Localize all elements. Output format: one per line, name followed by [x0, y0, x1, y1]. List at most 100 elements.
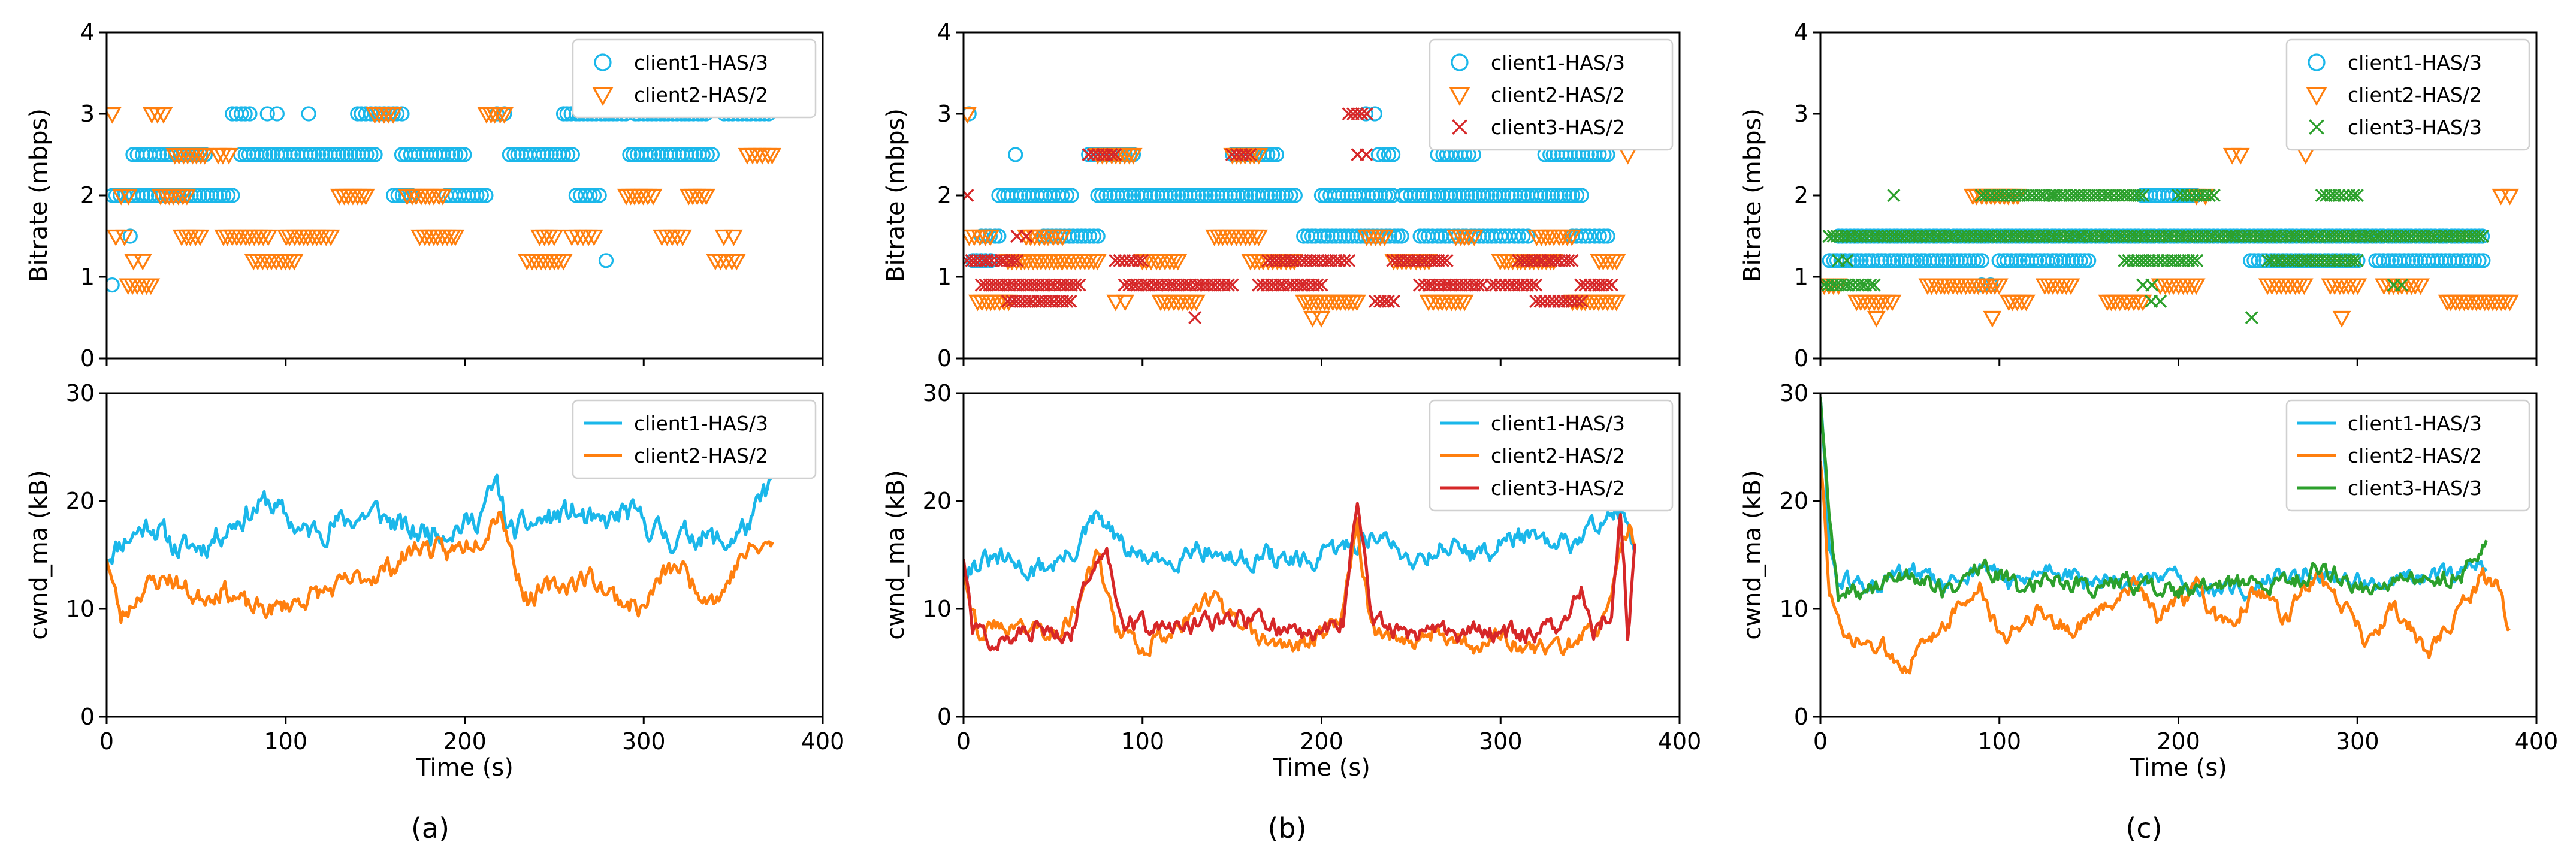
scatter-point [1867, 278, 1881, 292]
scatter-point [1064, 294, 1077, 308]
legend-label: client1-HAS/3 [2348, 412, 2482, 435]
x-tick-label: 400 [2515, 728, 2559, 755]
legend-item: client1-HAS/3 [1451, 51, 1625, 74]
scatter-point [356, 188, 375, 206]
scatter-point [564, 147, 580, 162]
scatter-point [1460, 188, 1475, 203]
scatter-point [1368, 294, 1382, 308]
scatter-point [2163, 228, 2178, 244]
y-tick-label: 20 [66, 488, 95, 514]
scatter-point [1882, 253, 1898, 268]
series-client1-HAS/3 [964, 507, 1636, 582]
scatter-point [1239, 147, 1252, 162]
y-axis-label: Bitrate (mbps) [25, 108, 53, 282]
scatter-point [321, 229, 340, 246]
scatter-point [1565, 294, 1579, 308]
scatter-point [1376, 147, 1392, 162]
scatter-point [1430, 228, 1445, 244]
chart-panels: 0 1 2 3 4 Bitrate (mbps) client1-HAS/3 client2-… [25, 19, 2558, 781]
scatter-point [2132, 188, 2146, 203]
scatter-point [1464, 229, 1484, 246]
scatter-point [724, 229, 743, 246]
scatter-point [2471, 253, 2487, 268]
series-line [107, 473, 774, 565]
legend-box [1429, 399, 1674, 512]
x-tick-label: 0 [956, 728, 971, 755]
legend-label: client1-HAS/3 [1491, 51, 1625, 74]
y-tick-label: 4 [80, 19, 95, 46]
scatter-point [2111, 228, 2127, 244]
scatter-point [2466, 253, 2482, 268]
scatter-point [964, 188, 974, 203]
scatter-point [1822, 253, 1837, 268]
scatter-point [2500, 188, 2520, 206]
scatter-point [2332, 310, 2351, 328]
scatter-point [1949, 253, 1965, 268]
scatter-point [2350, 188, 2364, 203]
scatter-point [699, 147, 715, 162]
scatter-point [259, 106, 275, 122]
plot-area [107, 473, 774, 624]
legend-label: client2-HAS/2 [1491, 83, 1625, 107]
scatter-point [2045, 253, 2061, 268]
y-tick-label: 30 [66, 380, 95, 406]
scatter-point [1867, 310, 1886, 328]
series-client3-HAS/2 [964, 107, 1618, 325]
scatter-point [2395, 278, 2409, 292]
scatter-point [192, 188, 207, 203]
legend-label: client2-HAS/2 [2348, 444, 2482, 467]
chart-a-top: 0 1 2 3 4 Bitrate (mbps) client1-HAS/3 client2-… [25, 19, 824, 372]
scatter-point [242, 106, 258, 122]
scatter-point [2187, 278, 2206, 295]
scatter-point [2492, 188, 2511, 206]
scatter-point [327, 147, 343, 162]
legend-item: client3-HAS/3 [2297, 476, 2482, 500]
scatter-point [1269, 147, 1285, 162]
y-tick-label: 20 [1780, 488, 1808, 514]
scatter-point [1010, 254, 1024, 267]
y-axis-label: cwnd_ma (kB) [25, 470, 53, 639]
scatter-point [2411, 278, 2430, 295]
scatter-point [1562, 229, 1581, 246]
series-client1-HAS/3 [107, 473, 774, 565]
scatter-point [1840, 254, 1854, 267]
scatter-point [1202, 188, 1218, 203]
legend-item: client1-HAS/3 [584, 412, 768, 435]
scatter-point [1480, 188, 1496, 203]
scatter-point [303, 147, 318, 162]
scatter-point [1348, 294, 1366, 312]
scatter-point [1342, 254, 1356, 267]
scatter-point [1591, 228, 1607, 244]
scatter-point [234, 106, 249, 122]
legend-label: client1-HAS/3 [634, 51, 768, 74]
scatter-point [1225, 278, 1239, 292]
legend-label: client1-HAS/3 [634, 412, 768, 435]
scatter-point [151, 147, 167, 162]
legend-item: client1-HAS/3 [594, 51, 768, 74]
scatter-point [2154, 294, 2167, 308]
scatter-point [1264, 147, 1281, 162]
scatter-point [269, 106, 285, 122]
scatter-point [1008, 188, 1025, 203]
scatter-point [1525, 278, 1539, 292]
scatter-point [543, 147, 559, 162]
scatter-point [506, 147, 522, 162]
y-tick-label: 0 [937, 345, 952, 372]
scatter-point [124, 254, 143, 271]
series-client3-HAS/3 [1820, 396, 2488, 602]
scatter-point [1249, 147, 1269, 165]
y-tick-label: 10 [66, 596, 95, 622]
legend-item: client3-HAS/2 [1440, 476, 1625, 500]
scatter-point [1511, 228, 1526, 244]
scatter-point [2325, 253, 2341, 268]
scatter-point [2400, 253, 2417, 268]
scatter-point [1574, 188, 1589, 203]
scatter-point [1303, 310, 1322, 328]
scatter-point [452, 147, 468, 162]
series-line [964, 517, 1636, 657]
scatter-point [2231, 147, 2250, 165]
scatter-point [354, 106, 369, 122]
scatter-point [2300, 228, 2316, 244]
scatter-point [697, 188, 715, 206]
y-axis-label: cwnd_ma (kB) [882, 470, 910, 639]
